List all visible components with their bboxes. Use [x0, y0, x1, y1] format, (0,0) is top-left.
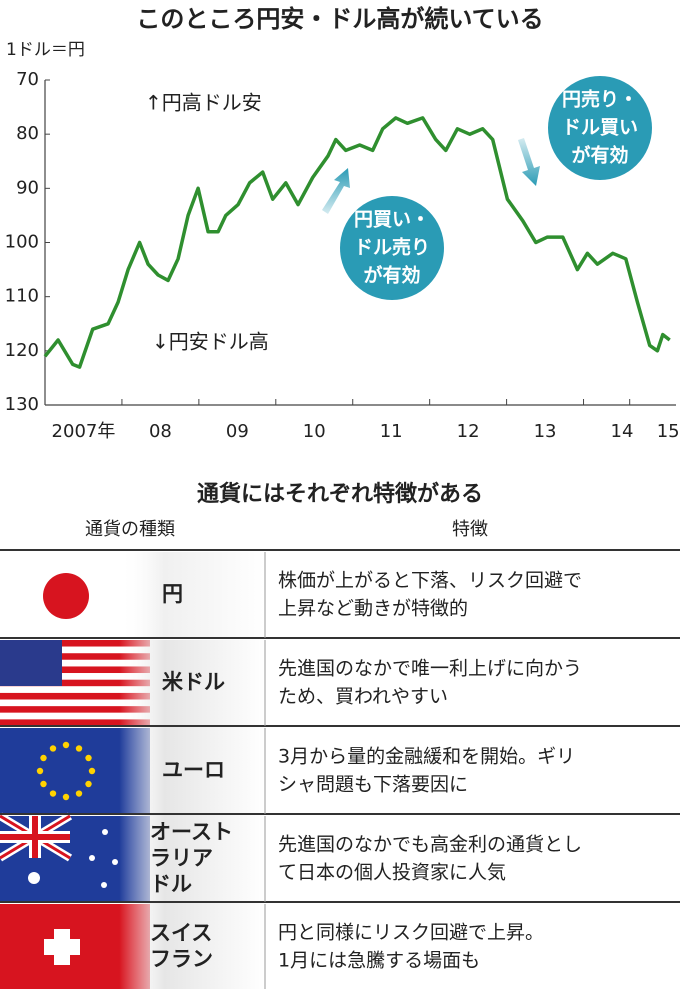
x-tick-label: 2007年: [52, 421, 116, 442]
currency-name: フラン: [150, 947, 213, 971]
x-tick-label: 08: [149, 421, 172, 442]
bubble-text: ドル売り: [354, 236, 430, 259]
bubble-text: 円売り・: [562, 88, 638, 111]
table-header: 特徴: [452, 519, 488, 540]
bubble: [548, 76, 652, 180]
x-tick-label: 13: [534, 421, 557, 442]
chart: 70 80 90 100 110 120 130 2007年 08 09 10 11 12 13 14 15: [5, 69, 680, 442]
feature: 先進国のなかでも高金利の通貨とし: [278, 834, 582, 856]
annotation: ↑円高ドル安: [145, 91, 262, 115]
feature: 円と同様にリスク回避で上昇。: [278, 922, 544, 944]
table-header: 通貨の種類: [85, 519, 175, 540]
feature: 上昇など動きが特徴的: [278, 598, 468, 620]
y-tick-label: 130: [5, 394, 39, 415]
x-tick-label: 15: [657, 421, 680, 442]
table-title: 通貨にはそれぞれ特徴がある: [197, 481, 483, 507]
bubble-text: が有効: [363, 264, 420, 287]
currency-name: ラリア: [150, 846, 213, 870]
bubble-text: が有効: [571, 144, 628, 167]
feature: 株価が上がると下落、リスク回避で: [278, 570, 582, 592]
y-tick-label: 80: [16, 123, 39, 144]
annotation: ↓円安ドル高: [152, 330, 269, 354]
x-tick-label: 09: [226, 421, 249, 442]
y-tick-label: 110: [5, 286, 39, 307]
y-tick-label: 70: [16, 69, 39, 90]
currency-name: スイス: [150, 921, 212, 945]
x-tick-label: 14: [611, 421, 634, 442]
bubble-text: ドル買い: [562, 117, 638, 139]
feature: 3月から量的金融緩和を開始。ギリ: [278, 746, 575, 768]
feature: 先進国のなかで唯一利上げに向かう: [278, 658, 582, 680]
currency-name: オースト: [150, 820, 233, 844]
arrow: [322, 168, 350, 214]
y-axis-label: 1ドル＝円: [6, 40, 85, 60]
flags: [0, 552, 265, 989]
currency-name: 円: [162, 582, 183, 606]
feature: シャ問題も下落要因に: [278, 774, 468, 796]
currency-name: ドル: [150, 872, 192, 896]
y-tick-label: 100: [5, 232, 39, 253]
chart-title: このところ円安・ドル高が続いている: [136, 5, 543, 33]
feature: 1月には急騰する場面も: [278, 950, 480, 972]
bubble: [340, 196, 444, 300]
arrow: [518, 138, 540, 186]
x-tick-label: 12: [457, 421, 480, 442]
feature: ため、買われやすい: [278, 686, 448, 708]
x-tick-label: 10: [303, 421, 326, 442]
bubble-text: 円買い・: [354, 209, 430, 231]
line: [43, 116, 671, 369]
currency-name: ユーロ: [162, 758, 225, 782]
feature: て日本の個人投資家に人気: [278, 862, 506, 884]
x-tick-label: 11: [380, 421, 403, 442]
y-tick-label: 90: [16, 177, 39, 198]
currency-name: 米ドル: [162, 670, 225, 694]
y-tick-label: 120: [5, 340, 39, 361]
